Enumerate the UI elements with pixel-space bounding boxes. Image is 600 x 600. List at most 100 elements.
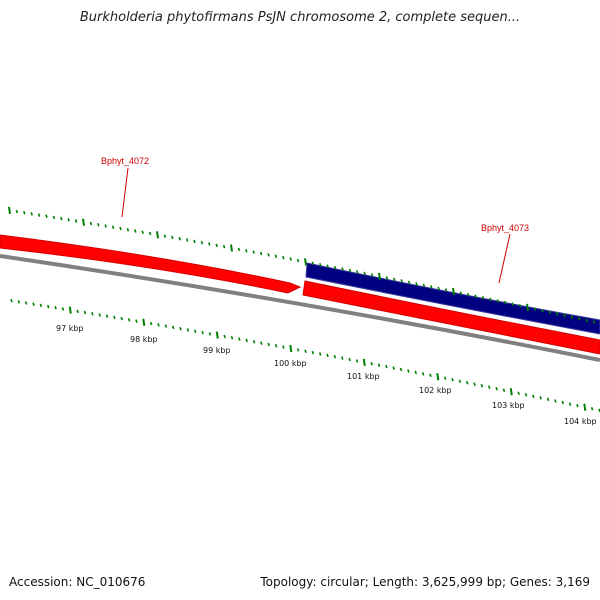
lower-tick [282,345,285,349]
upper-tick [163,234,167,238]
upper-tick [504,300,507,305]
upper-tick [578,317,581,321]
lower-tick [230,336,234,340]
lower-tick-track [10,298,600,413]
lower-tick [421,372,425,376]
upper-tick [496,299,500,303]
upper-tick [444,288,448,292]
upper-tick [111,225,115,229]
upper-tick [296,258,300,263]
lower-tick [252,340,256,344]
upper-tick [585,318,588,323]
ruler-label: 103 kbp [492,401,525,410]
lower-tick [473,382,476,386]
lower-tick [554,399,557,403]
upper-tick [311,261,315,266]
lower-tick [32,302,35,306]
lower-tick [24,301,28,305]
upper-tick [430,285,433,289]
upper-tick [193,239,196,244]
upper-tick [533,307,537,311]
lower-tick [429,373,432,378]
upper-tick [467,292,470,297]
lower-tick [326,353,329,358]
upper-tick-track [8,206,596,324]
gene-label-bphyt-4073[interactable]: Bphyt_4073 [481,223,529,233]
lower-tick [443,376,447,381]
lower-tick [149,321,153,326]
lower-tick [10,298,13,303]
upper-tick [304,258,307,266]
lower-tick [17,300,21,304]
upper-tick [171,235,174,240]
upper-tick [104,224,107,228]
upper-tick [570,315,574,319]
lower-tick [127,318,131,322]
lower-tick [370,362,373,366]
lower-tick [340,356,344,360]
upper-tick [511,302,514,306]
upper-tick [200,240,204,245]
upper-tick [215,243,218,248]
lower-tick [267,342,271,347]
lower-tick [568,402,572,406]
upper-tick [459,291,463,295]
upper-tick [82,218,85,226]
lower-tick [385,364,388,369]
ruler-label: 98 kbp [130,335,158,344]
lower-tick [179,326,182,331]
gene-forward-right[interactable] [302,280,600,355]
lower-tick [98,313,101,317]
lower-tick [451,377,454,382]
lower-tick [458,379,462,383]
upper-tick [370,273,374,277]
upper-tick [282,255,285,260]
lower-tick [348,357,351,362]
upper-tick [52,215,56,220]
lower-tick [274,344,278,348]
lower-tick [39,303,43,308]
upper-tick [481,296,485,300]
lower-tick [590,407,594,411]
upper-tick [222,244,226,249]
upper-tick [126,227,130,232]
lower-tick [318,352,322,356]
gene-bphyt-4072[interactable] [0,234,302,294]
upper-tick [15,209,19,214]
upper-tick [289,257,292,261]
upper-tick [407,280,411,285]
upper-tick [592,320,596,324]
lower-tick [186,328,190,332]
lower-tick [164,324,168,328]
upper-tick [541,308,544,313]
upper-tick [400,279,403,283]
label-leader-bphyt-4072 [121,167,129,218]
upper-tick [245,248,248,253]
upper-tick [518,303,522,308]
upper-tick [474,294,477,298]
upper-tick [252,250,255,254]
lower-tick [260,341,263,345]
lower-tick [245,338,248,343]
lower-tick [377,363,381,367]
lower-tick [54,305,57,310]
lower-tick [83,310,87,315]
lower-tick [487,385,491,389]
upper-tick [185,238,189,242]
upper-tick [319,262,322,267]
upper-tick [23,210,26,215]
lower-tick [517,391,520,396]
ruler-labels: 97 kbp 98 kbp 99 kbp 100 kbp 101 kbp 102 kbp 1… [56,324,597,426]
gene-label-bphyt-4072[interactable]: Bphyt_4072 [101,156,149,166]
lower-tick [120,316,124,321]
upper-tick [363,271,366,276]
gene-bphyt-4073[interactable] [305,262,600,335]
lower-tick [532,394,535,399]
upper-tick [422,283,426,288]
lower-tick [208,332,212,336]
upper-tick [341,267,344,271]
upper-tick [274,254,278,258]
upper-tick [89,221,93,226]
upper-tick [489,297,492,302]
